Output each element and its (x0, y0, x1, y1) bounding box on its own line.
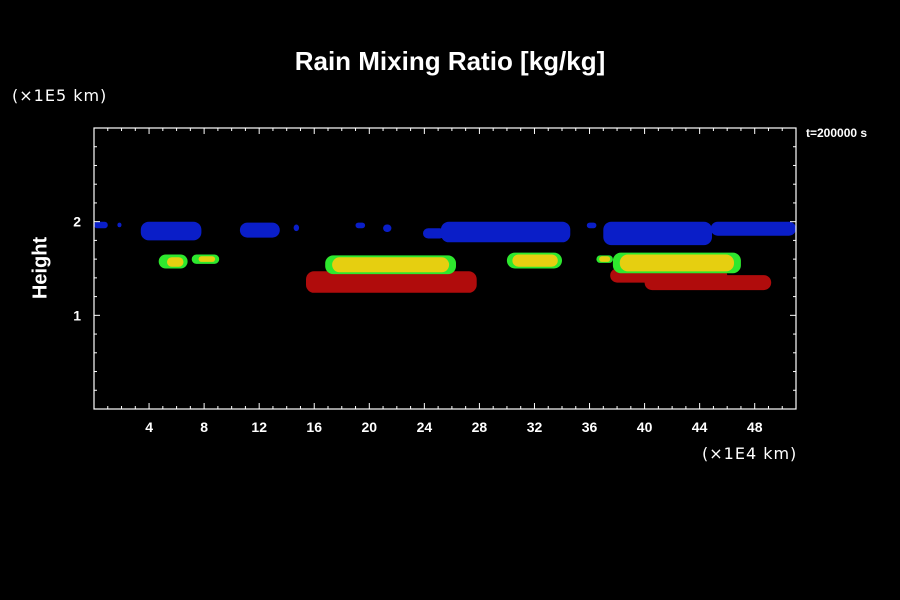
y-tick-label: 2 (73, 214, 81, 230)
x-axis-unit: (×1E4 km) (702, 444, 798, 463)
x-tick-label: 48 (747, 419, 763, 435)
chart-title: Rain Mixing Ratio [kg/kg] (294, 46, 606, 76)
blue-rain-region (586, 222, 597, 229)
plot-frame (93, 127, 797, 410)
time-label: t=200000 s (806, 126, 868, 140)
yellow-rain-region (599, 256, 611, 262)
red-rain-region (306, 271, 477, 293)
blue-rain-region (117, 222, 122, 228)
yellow-rain-region (512, 254, 558, 267)
x-tick-label: 16 (306, 419, 322, 435)
blue-rain-region (293, 224, 300, 232)
x-tick-label: 24 (417, 419, 433, 435)
x-tick-label: 40 (637, 419, 653, 435)
blue-rain-region (140, 221, 202, 241)
blue-rain-region (355, 222, 366, 229)
blue-rain-region (383, 224, 392, 232)
blue-rain-region (239, 222, 280, 238)
y-axis-unit: (×1E5 km) (12, 86, 108, 105)
yellow-rain-region (198, 256, 216, 262)
axis-ticks (94, 128, 796, 409)
blue-rain-region (423, 228, 445, 239)
x-tick-label: 8 (200, 419, 208, 435)
blue-rain-region (440, 221, 571, 243)
blue-rain-region (710, 221, 796, 236)
x-tick-label: 32 (527, 419, 543, 435)
x-tick-label: 44 (692, 419, 708, 435)
rain-features (94, 221, 796, 293)
yellow-rain-region (619, 254, 734, 272)
yellow-rain-region (332, 257, 450, 273)
blue-rain-region (603, 221, 712, 246)
x-tick-label: 36 (582, 419, 598, 435)
yellow-rain-region (167, 257, 184, 267)
x-tick-label: 4 (145, 419, 153, 435)
red-rain-region (644, 275, 772, 291)
x-tick-label: 28 (472, 419, 488, 435)
y-tick-label: 1 (73, 307, 81, 323)
blue-rain-region (94, 221, 108, 229)
x-tick-label: 20 (362, 419, 378, 435)
x-tick-label: 12 (251, 419, 267, 435)
